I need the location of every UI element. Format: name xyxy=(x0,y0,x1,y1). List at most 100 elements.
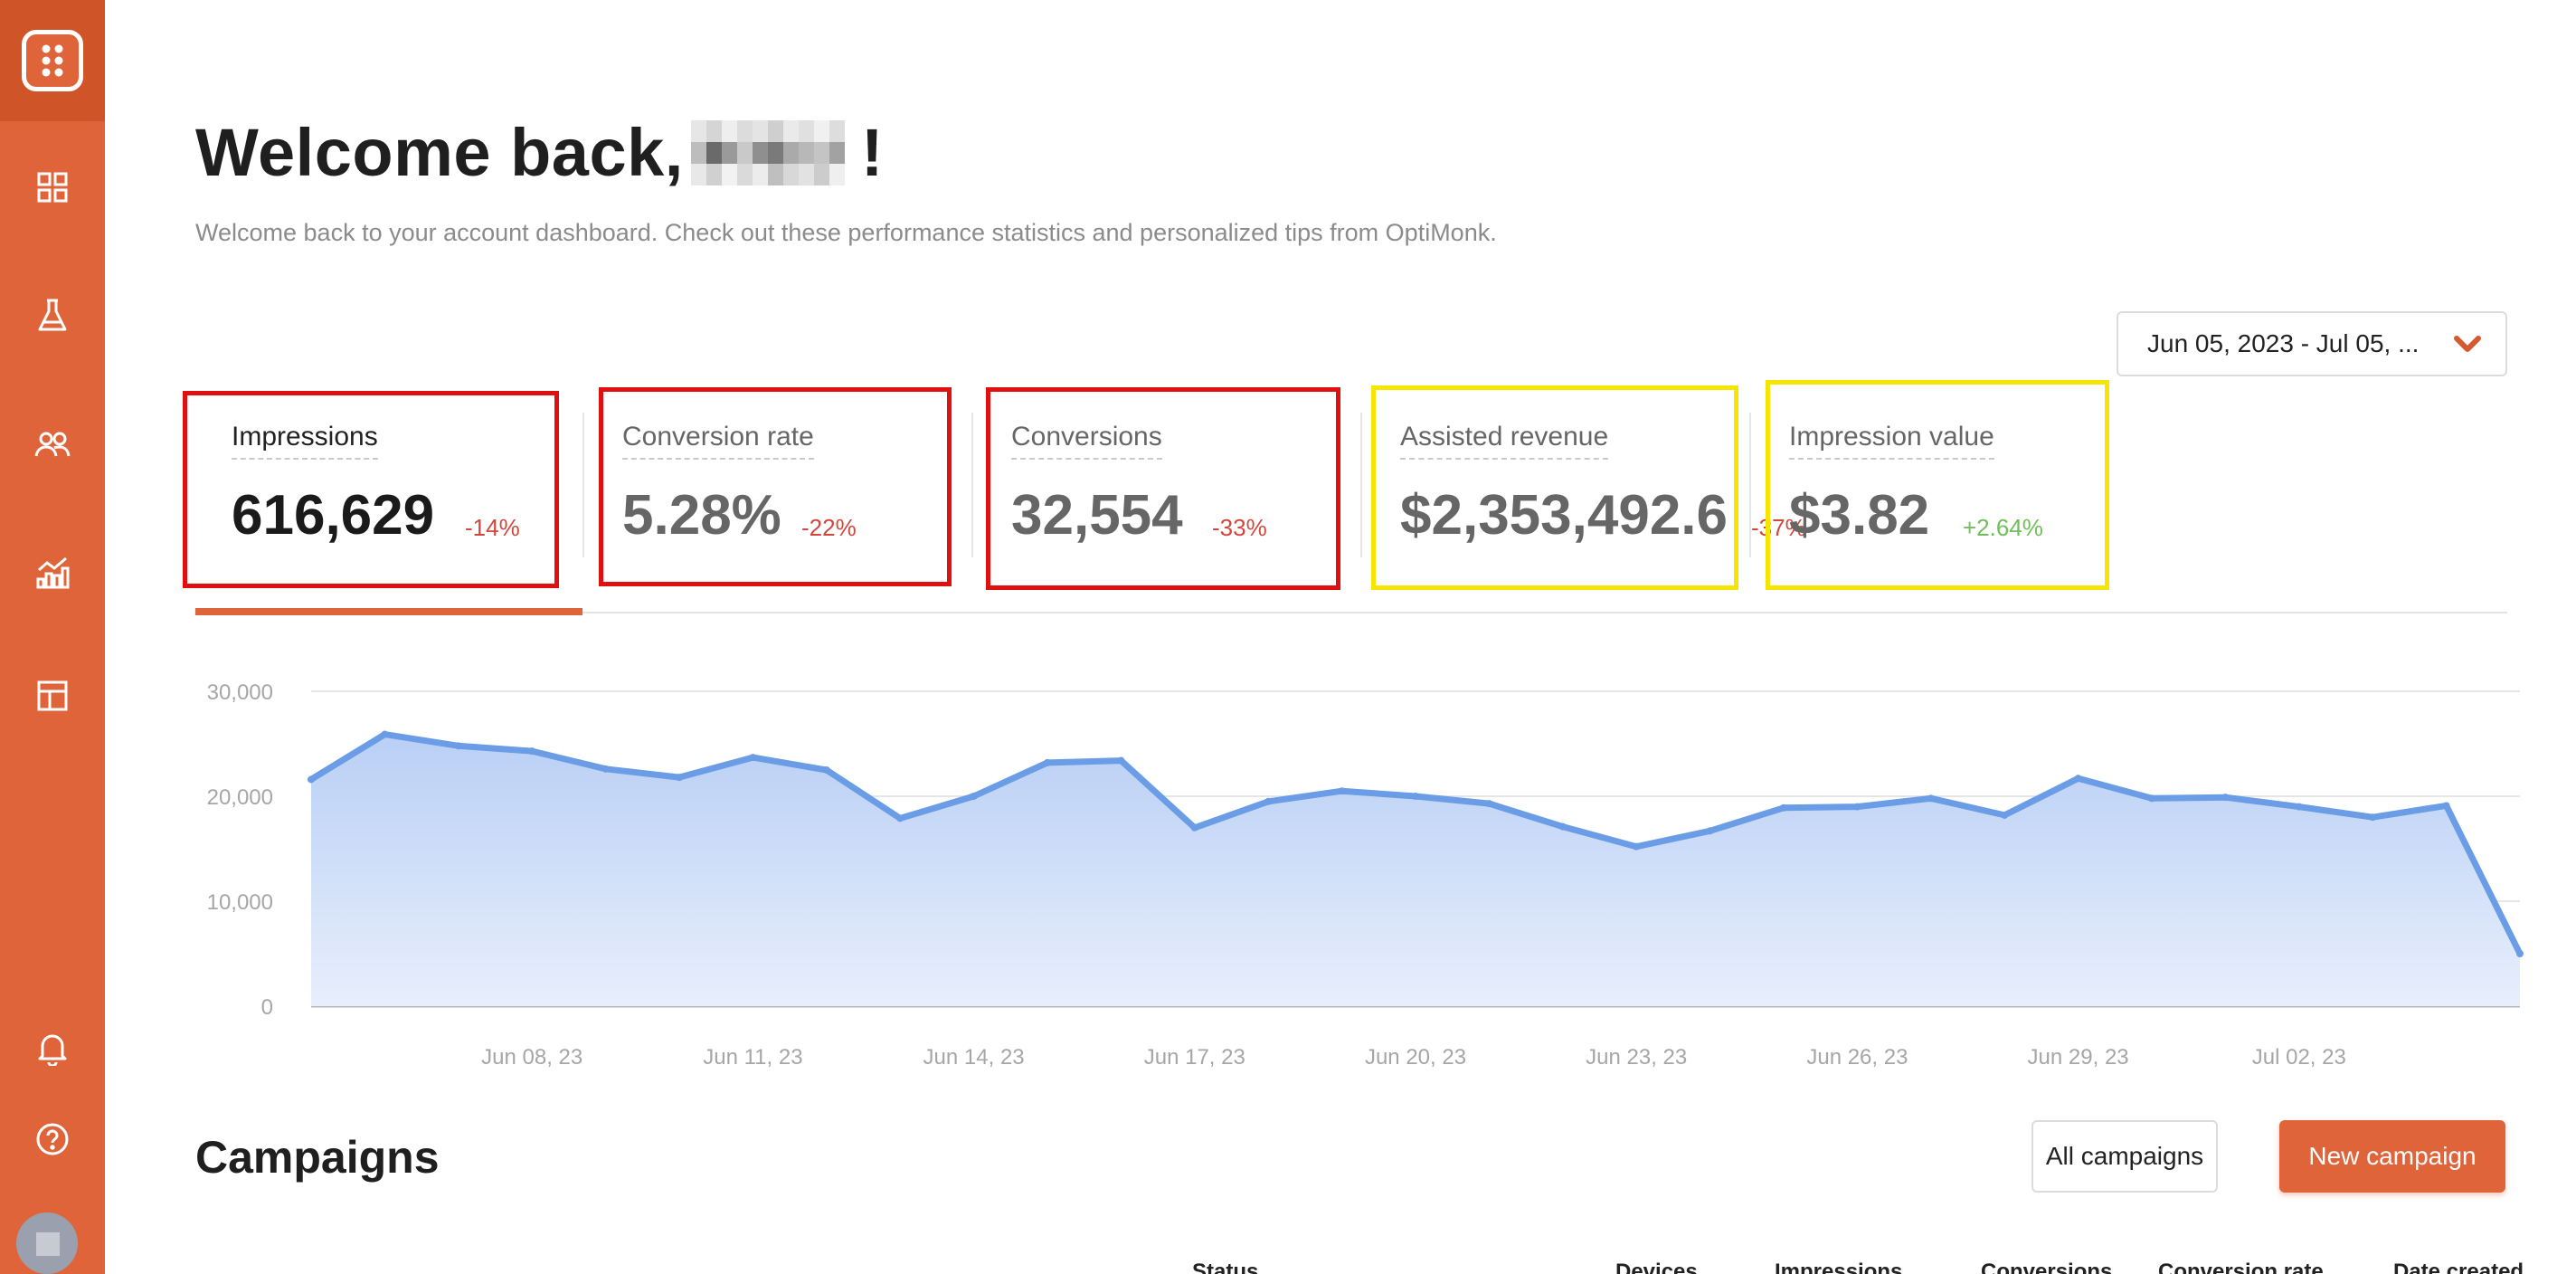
column-header-date-created[interactable]: Date created xyxy=(2393,1260,2524,1274)
chart-point xyxy=(2001,811,2009,819)
chart-point xyxy=(2074,775,2082,783)
x-tick-label: Jun 26, 23 xyxy=(1806,1045,1908,1070)
nav-help[interactable] xyxy=(0,1098,105,1180)
kpi-impression-value[interactable]: Impression value $3.82 +2.64% xyxy=(1738,380,2118,597)
column-header-conversion-rate[interactable]: Conversion rate xyxy=(2158,1260,2324,1274)
kpi-divider xyxy=(1749,413,1751,557)
new-campaign-button[interactable]: New campaign xyxy=(2279,1120,2505,1193)
chart-point xyxy=(1485,800,1493,808)
kpi-delta: -14% xyxy=(465,514,520,541)
chart-point xyxy=(2442,802,2450,810)
kpi-assisted-revenue[interactable]: Assisted revenue $2,353,492.6 -37% xyxy=(1350,380,1806,597)
chart-point xyxy=(676,774,683,782)
analytics-chart-icon xyxy=(36,556,70,589)
date-range-picker[interactable]: Jun 05, 2023 - Jul 05, ... xyxy=(2117,311,2507,376)
flask-icon xyxy=(38,299,67,331)
all-campaigns-button[interactable]: All campaigns xyxy=(2031,1120,2218,1193)
chart-point xyxy=(896,814,904,822)
chart-point xyxy=(2148,794,2155,803)
kpi-conversion-rate[interactable]: Conversion rate 5.28% -22% xyxy=(572,380,952,597)
chart-point xyxy=(454,742,462,750)
kpi-value: 32,554 xyxy=(1011,484,1183,547)
nav-notifications[interactable] xyxy=(0,1008,105,1089)
nav-audience[interactable] xyxy=(0,404,105,485)
optimonk-logo-icon xyxy=(22,30,83,91)
redacted-username xyxy=(690,119,845,185)
kpi-label: Impressions xyxy=(232,422,378,460)
chart-point xyxy=(2295,803,2303,811)
kpi-delta: -22% xyxy=(801,514,857,541)
x-tick-label: Jul 02, 23 xyxy=(2252,1045,2346,1070)
x-tick-label: Jun 23, 23 xyxy=(1586,1045,1687,1070)
column-header-impressions[interactable]: Impressions xyxy=(1775,1260,1903,1274)
chart-point xyxy=(308,775,315,784)
kpi-label: Conversion rate xyxy=(622,422,814,460)
kpi-label: Conversions xyxy=(1011,422,1162,460)
nav-dashboard[interactable] xyxy=(0,147,105,228)
chart-point xyxy=(1558,822,1567,831)
chart-point xyxy=(822,766,830,774)
chart-area xyxy=(311,734,2520,1006)
layout-template-icon xyxy=(37,680,68,711)
kpi-value: 616,629 xyxy=(232,484,435,547)
kpi-active-indicator xyxy=(195,608,582,615)
kpi-label: Assisted revenue xyxy=(1400,422,1609,460)
date-range-value: Jun 05, 2023 - Jul 05, ... xyxy=(2147,329,2420,357)
kpi-value: 5.28% xyxy=(622,484,781,547)
y-tick-label: 0 xyxy=(261,995,273,1020)
sidebar xyxy=(0,0,105,1274)
highlight-box xyxy=(599,387,952,586)
bell-icon xyxy=(38,1034,67,1066)
x-tick-label: Jun 11, 23 xyxy=(703,1045,802,1070)
kpi-label: Impression value xyxy=(1789,422,1994,460)
chart-point xyxy=(1780,803,1787,812)
impressions-chart: 30,000 20,000 10,000 0 Jun 08, 23 Jun 11, 23… xyxy=(207,680,2524,1070)
kpi-impressions[interactable]: Impressions 616,629 -14% xyxy=(181,380,561,597)
kpi-tabs-divider xyxy=(195,612,2507,613)
avatar[interactable] xyxy=(16,1212,78,1274)
nav-experiments[interactable] xyxy=(0,275,105,357)
kpi-value: $3.82 xyxy=(1789,484,1930,547)
chart-point xyxy=(1633,842,1641,851)
highlight-box xyxy=(1766,380,2109,590)
chart-point xyxy=(2369,813,2377,822)
x-tick-label: Jun 29, 23 xyxy=(2028,1045,2129,1070)
chart-point xyxy=(2516,950,2524,957)
users-icon xyxy=(34,432,71,457)
chevron-down-icon xyxy=(2454,336,2481,352)
kpi-delta: +2.64% xyxy=(1963,514,2043,541)
y-tick-label: 30,000 xyxy=(207,680,273,705)
column-header-conversions[interactable]: Conversions xyxy=(1981,1260,2113,1274)
x-tick-label: Jun 14, 23 xyxy=(923,1045,1025,1070)
kpi-divider xyxy=(971,413,973,557)
chart-point xyxy=(1044,758,1051,766)
column-header-status[interactable]: Status xyxy=(1192,1260,1259,1274)
kpi-value: $2,353,492.6 xyxy=(1400,484,1728,547)
help-circle-icon xyxy=(36,1123,69,1155)
chart-point xyxy=(1338,787,1346,795)
kpi-divider xyxy=(1360,413,1362,557)
chart-point xyxy=(381,730,389,738)
chart-point xyxy=(1117,756,1125,765)
chart-point xyxy=(1264,797,1273,805)
chart-point xyxy=(2221,794,2230,802)
highlight-box xyxy=(183,391,559,588)
logo[interactable] xyxy=(0,0,105,121)
x-tick-label: Jun 20, 23 xyxy=(1365,1045,1466,1070)
kpi-divider xyxy=(582,413,584,557)
chart-point xyxy=(1706,827,1714,835)
kpi-delta: -37% xyxy=(1751,514,1806,541)
column-header-devices[interactable]: Devices xyxy=(1615,1260,1698,1274)
page-subtitle: Welcome back to your account dashboard. … xyxy=(195,219,1497,246)
chart-point xyxy=(1853,803,1861,811)
title-suffix: ! xyxy=(860,115,884,190)
chart-point xyxy=(749,754,757,762)
kpi-delta: -33% xyxy=(1212,514,1267,541)
nav-templates[interactable] xyxy=(0,655,105,737)
nav-analytics[interactable] xyxy=(0,532,105,613)
x-tick-label: Jun 17, 23 xyxy=(1144,1045,1245,1070)
kpi-conversions[interactable]: Conversions 32,554 -33% xyxy=(961,380,1340,597)
chart-point xyxy=(601,765,610,773)
chart-point xyxy=(1927,794,1935,803)
chart-point xyxy=(1190,823,1198,832)
